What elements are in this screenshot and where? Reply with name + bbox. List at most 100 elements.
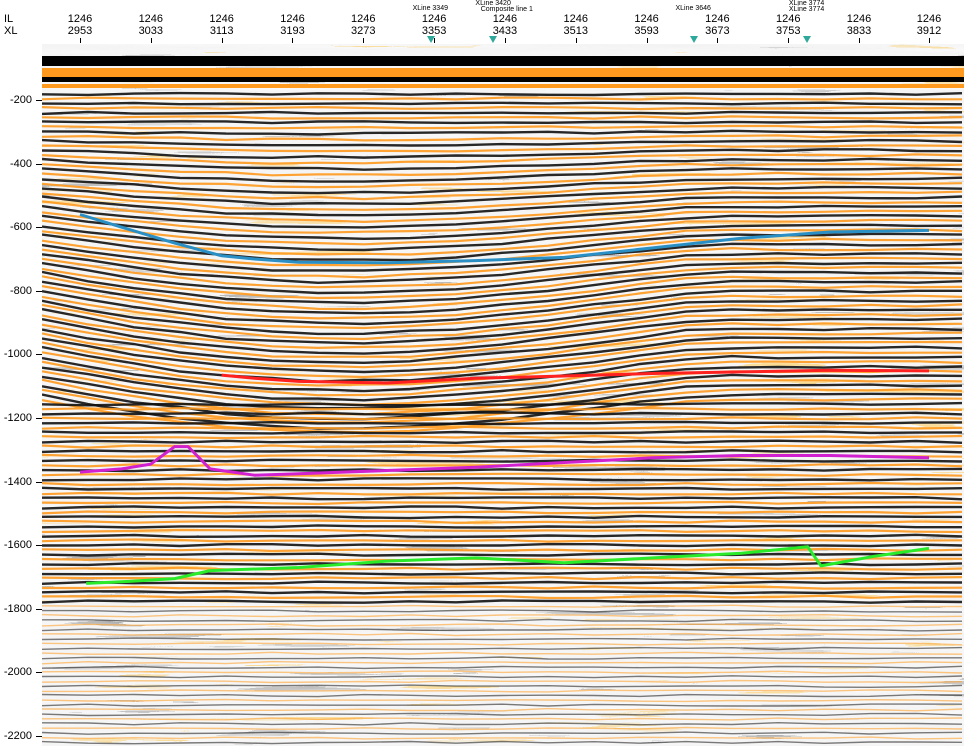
reflector-trace (42, 360, 963, 397)
reflector-trace (42, 698, 963, 703)
reflector-trace (42, 740, 963, 745)
y-tick-mark (36, 736, 42, 737)
x-tick-il: 1246 (138, 13, 164, 25)
x-tick-mark (788, 38, 790, 43)
reflector-trace (42, 285, 963, 320)
x-tick-il: 1246 (421, 13, 447, 25)
reflector-trace (42, 594, 962, 600)
reflector-trace (42, 628, 963, 632)
x-tick-xl: 3193 (280, 25, 305, 37)
x-tick-xl: 3513 (563, 25, 588, 37)
reflector-trace (42, 477, 963, 482)
x-tick-xl: 3353 (421, 25, 447, 37)
horizon-pick[interactable] (79, 445, 930, 477)
reflector-trace (42, 96, 962, 101)
x-tick-il: 1246 (351, 13, 376, 25)
il-axis-label: IL (4, 13, 14, 25)
y-tick-mark (36, 481, 42, 483)
reflector-band (42, 84, 964, 88)
reflector-trace (42, 261, 963, 295)
reflector-trace (42, 467, 963, 473)
reflector-trace (42, 242, 963, 272)
reflector-trace (42, 157, 963, 171)
x-tick-mark (434, 38, 436, 43)
reflector-trace (42, 495, 963, 501)
horizon-pick[interactable] (86, 545, 930, 585)
y-tick-label: -1000 (3, 348, 32, 361)
x-tick-mark (575, 38, 577, 43)
x-tick-il: 1246 (916, 13, 942, 25)
reflector-trace (42, 298, 963, 336)
reflector-trace (42, 232, 963, 262)
reflector-trace (42, 514, 963, 520)
xline-marker-icon[interactable] (489, 36, 498, 43)
x-tick-xl: 3433 (492, 25, 518, 37)
y-tick-label: -1600 (3, 539, 32, 552)
reflector-trace (42, 265, 963, 300)
x-tick-xl: 2953 (67, 25, 93, 37)
reflector-trace (42, 270, 963, 305)
seismic-section[interactable] (42, 44, 964, 746)
x-tick-il: 1246 (634, 13, 659, 25)
xline-marker-label: XLine 3774 (788, 0, 825, 7)
y-tick-label: -400 (9, 157, 32, 170)
x-tick-xl: 3753 (775, 25, 801, 37)
reflector-trace (42, 599, 963, 604)
x-tick-xl: 3593 (634, 25, 659, 37)
reflector-trace (42, 101, 963, 106)
reflector-trace (42, 294, 963, 330)
x-tick-xl: 3912 (916, 25, 942, 37)
reflector-trace (42, 684, 963, 689)
reflector-trace (42, 354, 963, 393)
reflector-trace (42, 115, 963, 120)
reflector-trace (42, 656, 962, 660)
reflector-trace (42, 411, 963, 416)
reflector-trace (42, 153, 963, 165)
x-tick-mark (150, 38, 152, 43)
reflector-trace (42, 632, 963, 637)
xline-marker-icon[interactable] (426, 36, 435, 43)
xline-marker-label: XLine 3420 (475, 0, 511, 7)
reflector-trace (42, 256, 963, 289)
reflector-trace (42, 675, 963, 679)
reflector-trace (42, 703, 963, 707)
y-tick-label: -800 (9, 284, 32, 297)
reflector-trace (42, 120, 963, 125)
y-tick-label: -1800 (3, 602, 32, 615)
xline-marker-icon[interactable] (802, 36, 811, 43)
x-tick-il: 1246 (705, 13, 730, 25)
reflector-trace (42, 717, 963, 721)
reflector-band (42, 56, 964, 66)
xline-marker-label: XLine 3349 (412, 5, 448, 12)
reflector-trace (42, 331, 963, 369)
reflector-trace (42, 510, 963, 515)
reflector-trace (42, 731, 963, 735)
reflector-trace (42, 613, 963, 618)
xline-marker-label: XLine 3646 (675, 5, 711, 12)
y-tick-mark (36, 354, 42, 356)
reflector-trace (42, 533, 963, 539)
horizon-pick[interactable] (221, 368, 930, 385)
x-tick-mark (221, 38, 223, 43)
reflector-trace (42, 552, 962, 557)
x-tick-mark (80, 38, 81, 43)
reflector-trace (42, 519, 963, 524)
xline-marker-label: XLine 3774 (788, 6, 825, 13)
xline-marker-icon[interactable] (689, 36, 698, 43)
y-tick-mark (36, 608, 42, 610)
reflector-trace (42, 317, 963, 355)
reflector-trace (42, 444, 963, 449)
reflector-trace (42, 486, 963, 491)
horizon-pick[interactable] (79, 213, 930, 265)
reflector-trace (42, 542, 963, 548)
reflector-trace (42, 134, 963, 142)
reflector-trace (42, 144, 963, 153)
reflector-trace (42, 167, 963, 183)
reflector-trace (42, 505, 963, 510)
reflector-trace (42, 660, 963, 665)
reflector-trace (42, 364, 963, 402)
reflector-trace (42, 670, 963, 674)
y-tick-label: -1400 (3, 475, 32, 488)
reflector-trace (42, 223, 963, 252)
reflector-layer (42, 56, 964, 745)
